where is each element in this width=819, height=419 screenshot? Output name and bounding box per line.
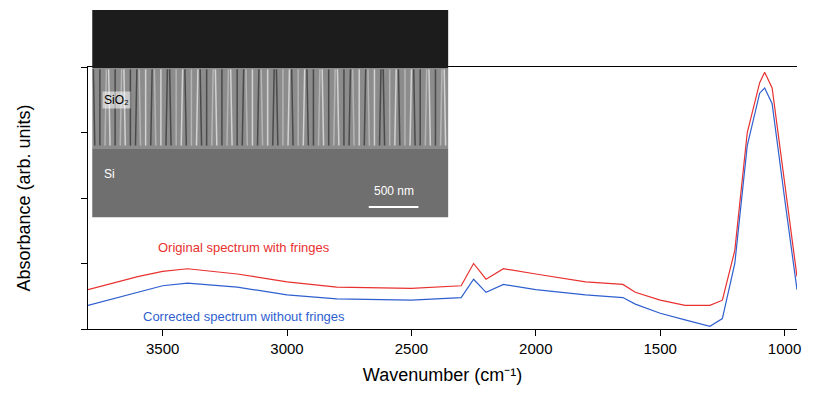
svg-text:Absorbance (arb. units): Absorbance (arb. units) xyxy=(14,104,34,291)
svg-text:1000: 1000 xyxy=(768,340,801,357)
svg-text:1500: 1500 xyxy=(643,340,676,357)
svg-text:Wavenumber (cm⁻¹): Wavenumber (cm⁻¹) xyxy=(363,365,522,385)
svg-text:2000: 2000 xyxy=(519,340,552,357)
svg-text:SiO₂: SiO₂ xyxy=(104,93,129,107)
svg-text:3500: 3500 xyxy=(146,340,179,357)
svg-text:Original spectrum with fringes: Original spectrum with fringes xyxy=(158,240,330,255)
svg-text:500 nm: 500 nm xyxy=(374,184,414,198)
svg-text:3000: 3000 xyxy=(270,340,303,357)
svg-text:Si: Si xyxy=(104,167,115,181)
svg-text:Corrected spectrum without fri: Corrected spectrum without fringes xyxy=(143,309,345,324)
svg-text:2500: 2500 xyxy=(395,340,428,357)
